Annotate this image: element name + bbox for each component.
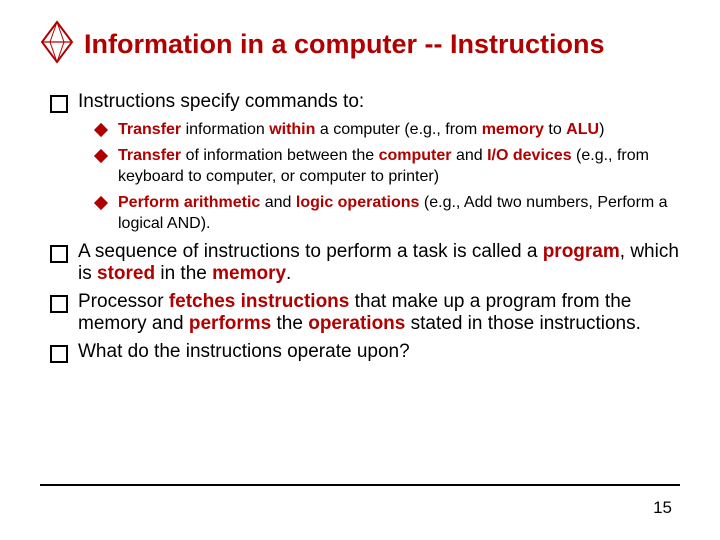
bullet-level1: What do the instructions operate upon? (50, 341, 680, 363)
slide-title: Information in a computer -- Instruction… (84, 29, 605, 60)
diamond-icon (40, 20, 74, 69)
bullet-level1: A sequence of instructions to perform a … (50, 241, 680, 285)
divider (40, 484, 680, 486)
slide: Information in a computer -- Instruction… (0, 0, 720, 530)
diamond-bullet-icon (94, 149, 108, 163)
bullet-text: Perform arithmetic and logic operations … (118, 192, 680, 235)
bullet-text: What do the instructions operate upon? (78, 341, 410, 363)
bullet-level2: Perform arithmetic and logic operations … (96, 192, 680, 235)
bullet-text: Transfer information within a computer (… (118, 119, 604, 141)
diamond-bullet-icon (94, 123, 108, 137)
diamond-bullet-icon (94, 196, 108, 210)
bullet-text: Instructions specify commands to: (78, 91, 364, 113)
bullet-level1: Instructions specify commands to: (50, 91, 680, 113)
bullet-level1: Processor fetches instructions that make… (50, 291, 680, 335)
square-icon (50, 345, 68, 363)
page-number: 15 (653, 498, 672, 518)
square-icon (50, 95, 68, 113)
square-icon (50, 245, 68, 263)
bullet-text: A sequence of instructions to perform a … (78, 241, 680, 285)
bullet-level2: Transfer information within a computer (… (96, 119, 680, 141)
bullet-level2: Transfer of information between the comp… (96, 145, 680, 188)
title-row: Information in a computer -- Instruction… (40, 20, 680, 69)
bullet-text: Processor fetches instructions that make… (78, 291, 680, 335)
bullet-text: Transfer of information between the comp… (118, 145, 680, 188)
square-icon (50, 295, 68, 313)
